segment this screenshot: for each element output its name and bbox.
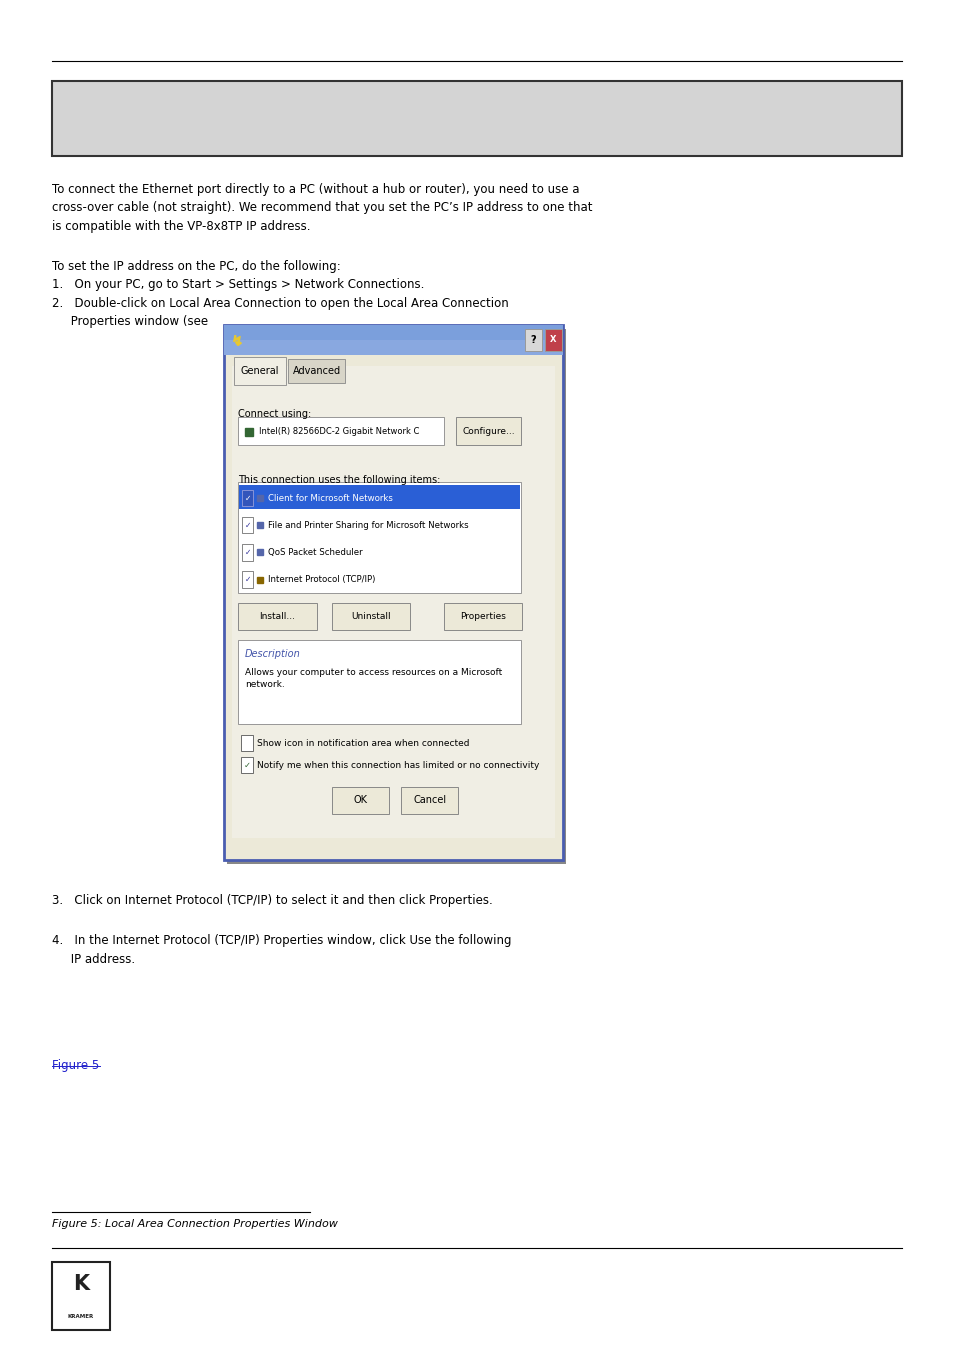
FancyBboxPatch shape [52, 1262, 110, 1330]
Text: General: General [240, 366, 278, 376]
FancyBboxPatch shape [544, 329, 561, 351]
Text: ✓: ✓ [245, 575, 251, 584]
Text: 3.   Click on Internet Protocol (TCP/IP) to select it and then click Properties.: 3. Click on Internet Protocol (TCP/IP) t… [52, 894, 493, 907]
Text: Client for Microsoft Networks: Client for Microsoft Networks [268, 494, 393, 502]
Text: Uninstall: Uninstall [351, 612, 391, 620]
FancyBboxPatch shape [238, 640, 520, 724]
Text: QoS Packet Scheduler: QoS Packet Scheduler [268, 548, 362, 556]
Text: Advanced: Advanced [293, 366, 340, 376]
FancyBboxPatch shape [242, 544, 253, 561]
Text: Figure 5: Figure 5 [52, 1059, 100, 1072]
FancyBboxPatch shape [239, 485, 519, 509]
Text: Allows your computer to access resources on a Microsoft
network.: Allows your computer to access resources… [245, 668, 502, 689]
FancyBboxPatch shape [238, 417, 443, 445]
Text: OK: OK [353, 795, 367, 806]
Text: Internet Protocol (TCP/IP): Internet Protocol (TCP/IP) [268, 575, 375, 584]
Text: ✓: ✓ [245, 494, 251, 502]
Text: Configure...: Configure... [461, 428, 515, 436]
Text: ✓: ✓ [243, 761, 251, 769]
FancyBboxPatch shape [224, 325, 562, 860]
Text: Notify me when this connection has limited or no connectivity: Notify me when this connection has limit… [256, 761, 538, 769]
Text: Figure 5: Local Area Connection Properties Window: Figure 5: Local Area Connection Properti… [52, 1219, 338, 1228]
FancyBboxPatch shape [456, 417, 520, 445]
FancyBboxPatch shape [524, 329, 541, 351]
Text: File and Printer Sharing for Microsoft Networks: File and Printer Sharing for Microsoft N… [268, 521, 468, 529]
FancyBboxPatch shape [238, 482, 520, 593]
FancyBboxPatch shape [224, 340, 562, 355]
Text: Figure 5: Figure 5 [376, 341, 424, 355]
Text: Install...: Install... [259, 612, 295, 620]
FancyBboxPatch shape [241, 735, 253, 751]
FancyBboxPatch shape [233, 357, 286, 385]
Text: Cancel: Cancel [413, 795, 446, 806]
Text: To set the IP address on the PC, do the following:
1.   On your PC, go to Start : To set the IP address on the PC, do the … [52, 260, 509, 329]
FancyBboxPatch shape [227, 329, 565, 864]
Text: X: X [550, 336, 556, 344]
Text: K: K [73, 1274, 89, 1293]
Text: ✓: ✓ [245, 521, 251, 529]
Text: Properties: Properties [459, 612, 505, 620]
FancyBboxPatch shape [288, 359, 345, 383]
FancyBboxPatch shape [224, 325, 562, 355]
FancyBboxPatch shape [242, 517, 253, 533]
FancyBboxPatch shape [242, 490, 253, 506]
Text: Description: Description [245, 649, 300, 658]
FancyBboxPatch shape [238, 603, 316, 630]
Text: ✓: ✓ [245, 548, 251, 556]
FancyBboxPatch shape [232, 366, 555, 838]
FancyBboxPatch shape [242, 571, 253, 588]
Text: This connection uses the following items:: This connection uses the following items… [238, 475, 440, 485]
Text: Connect using:: Connect using: [238, 409, 312, 418]
FancyBboxPatch shape [400, 787, 457, 814]
FancyBboxPatch shape [241, 757, 253, 773]
Text: ).: ). [427, 341, 436, 355]
FancyBboxPatch shape [52, 81, 901, 156]
Text: 4.   In the Internet Protocol (TCP/IP) Properties window, click Use the followin: 4. In the Internet Protocol (TCP/IP) Pro… [52, 934, 512, 965]
Text: Local Area Connection Properties: Local Area Connection Properties [268, 334, 464, 345]
FancyBboxPatch shape [331, 787, 389, 814]
Text: ?: ? [530, 334, 536, 345]
Text: Intel(R) 82566DC-2 Gigabit Network C: Intel(R) 82566DC-2 Gigabit Network C [258, 428, 418, 436]
FancyBboxPatch shape [443, 603, 521, 630]
FancyBboxPatch shape [332, 603, 410, 630]
Text: KRAMER: KRAMER [68, 1313, 94, 1319]
Text: To connect the Ethernet port directly to a PC (without a hub or router), you nee: To connect the Ethernet port directly to… [52, 183, 593, 233]
Text: Show icon in notification area when connected: Show icon in notification area when conn… [256, 739, 469, 747]
